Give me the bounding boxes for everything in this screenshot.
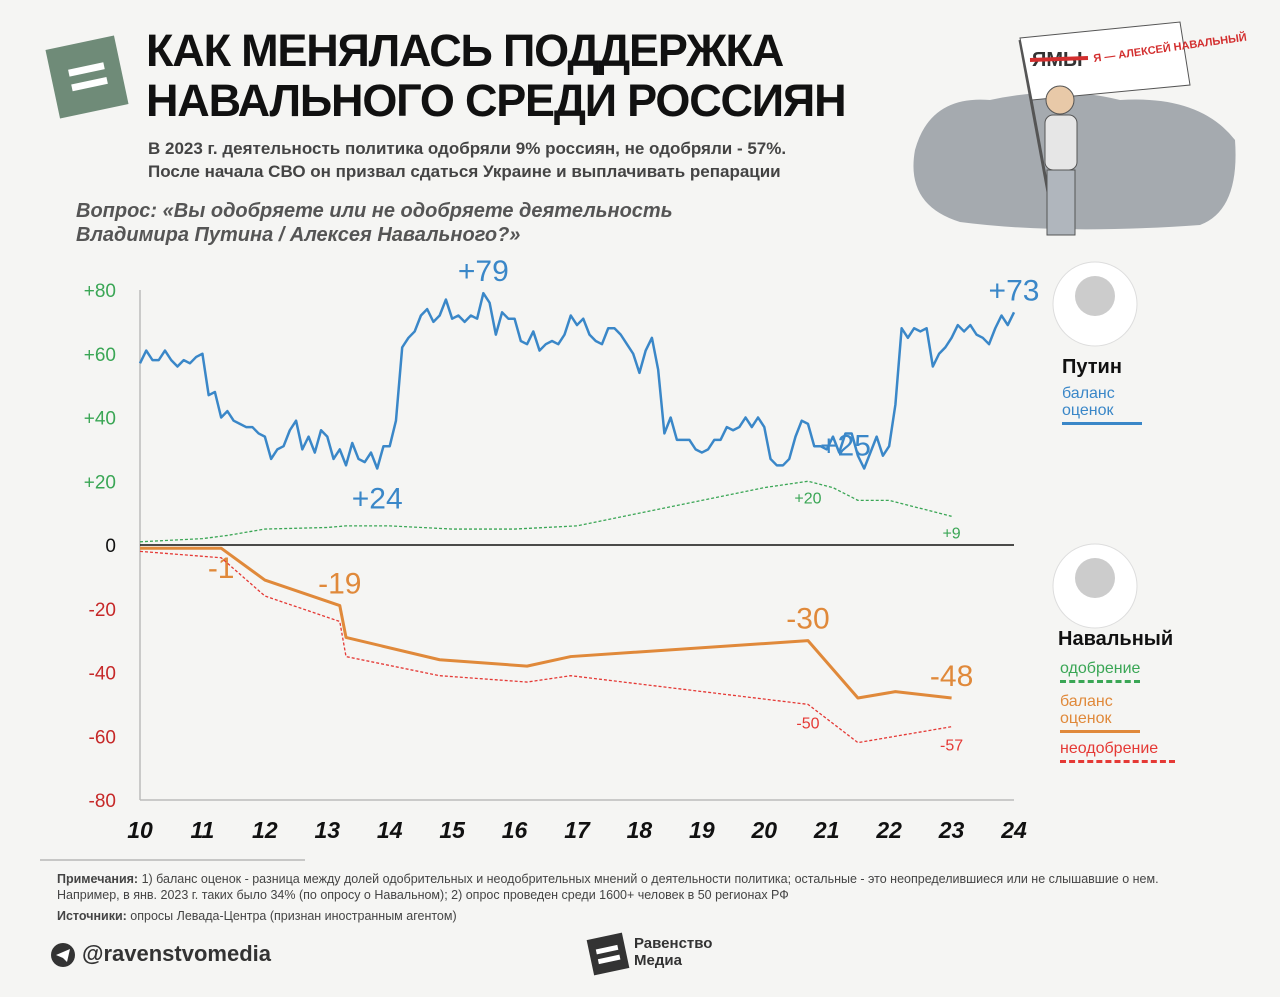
y-tick-label: +20 [84, 472, 116, 493]
logo [45, 35, 129, 119]
notes-text: 1) баланс оценок - разница между долей о… [57, 872, 1159, 902]
notes-paragraph: Примечания: 1) баланс оценок - разница м… [57, 871, 1207, 903]
legend-item: неодобрение [1060, 740, 1175, 763]
x-tick-label: 11 [190, 817, 214, 843]
annotation: -57 [940, 738, 963, 755]
legend-item: баланс оценок [1062, 385, 1142, 425]
question-line: Владимира Путина / Алексея Навального?» [76, 224, 521, 246]
y-tick-label: -40 [89, 664, 116, 685]
legend-item: баланс оценок [1060, 693, 1140, 733]
annotation: -19 [318, 568, 361, 601]
putin-photo-face [1075, 276, 1115, 316]
legend-group-name: Путин [1062, 356, 1122, 378]
x-tick-label: 14 [377, 817, 403, 843]
x-tick-label: 18 [627, 817, 653, 843]
title-line: КАК МЕНЯЛАСЬ ПОДДЕРЖКА [146, 25, 784, 76]
x-tick-label: 10 [127, 817, 153, 843]
x-tick-label: 22 [875, 817, 902, 843]
y-tick-label: -20 [89, 600, 116, 621]
x-tick-label: 19 [689, 817, 715, 843]
series-line [140, 546, 952, 700]
x-tick-label: 12 [252, 817, 278, 843]
brand-line: Равенство [634, 935, 713, 952]
sources-text: опросы Левада-Центра (признан иностранны… [130, 909, 457, 923]
x-tick-label: 23 [938, 817, 965, 843]
brand: Равенство Медиа [634, 935, 712, 969]
y-tick-label: 0 [105, 536, 116, 557]
y-tick-label: +40 [84, 409, 116, 430]
handle: @ravenstvomedia [82, 941, 271, 966]
x-tick-label: 16 [502, 817, 528, 843]
question-line: Вопрос: «Вы одобряете или не одобряете д… [76, 200, 673, 222]
question: Вопрос: «Вы одобряете или не одобряете д… [76, 199, 673, 247]
annotation: -50 [796, 715, 819, 732]
x-tick-label: 17 [564, 817, 591, 843]
notes-label: Примечания: [57, 872, 139, 886]
brand-logo [586, 932, 630, 976]
brand-line: Медиа [634, 952, 682, 969]
legend-group-name: Навальный [1058, 628, 1174, 650]
annotation: +20 [794, 490, 821, 507]
y-tick-label: -60 [89, 727, 116, 748]
title-line: НАВАЛЬНОГО СРЕДИ РОССИЯН [146, 75, 847, 126]
annotation: -48 [930, 660, 973, 693]
annotation: +25 [820, 429, 871, 462]
x-tick-label: 21 [813, 817, 840, 843]
annotation: +73 [989, 274, 1040, 307]
title: КАК МЕНЯЛАСЬ ПОДДЕРЖКА НАВАЛЬНОГО СРЕДИ … [146, 25, 847, 126]
y-tick-label: +80 [84, 281, 116, 302]
y-tick-label: -80 [89, 791, 116, 812]
subtitle-line: После начала СВО он призвал сдаться Укра… [148, 162, 781, 181]
x-tick-label: 13 [314, 817, 340, 843]
annotation: +24 [352, 483, 403, 516]
x-tick-label: 24 [1000, 817, 1027, 843]
annotation: -30 [786, 603, 829, 636]
y-tick-label: +60 [84, 345, 116, 366]
telegram-icon-plane [56, 949, 70, 962]
sources-paragraph: Источники: опросы Левада-Центра (признан… [57, 908, 1207, 924]
illustration: ЯМЫ Я — АЛЕКСЕЙ НАВАЛЬНЫЙ [913, 21, 1248, 236]
sources-label: Источники: [57, 909, 127, 923]
notes: Примечания: 1) баланс оценок - разница м… [57, 871, 1207, 924]
series-line [138, 291, 1016, 470]
series-line [139, 480, 952, 543]
subtitle: В 2023 г. деятельность политика одобряли… [148, 137, 786, 183]
x-tick-label: 15 [439, 817, 466, 843]
annotation: +79 [458, 255, 509, 288]
navalny-photo-face [1075, 558, 1115, 598]
subtitle-line: В 2023 г. деятельность политика одобряли… [148, 139, 787, 158]
annotation: +9 [942, 525, 960, 542]
series-line [139, 550, 952, 744]
legend-item: одобрение [1060, 660, 1140, 683]
x-tick-label: 20 [750, 817, 777, 843]
